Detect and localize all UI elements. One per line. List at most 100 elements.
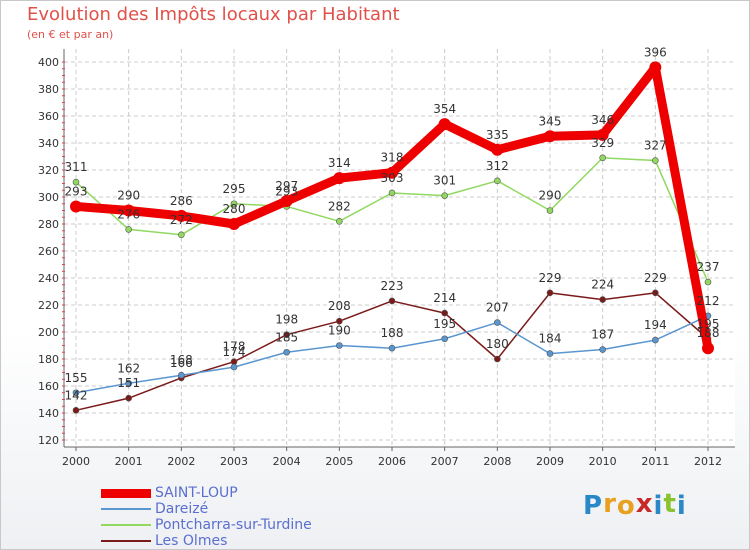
data-point xyxy=(280,195,293,208)
data-point xyxy=(441,335,448,343)
data-label: 142 xyxy=(65,388,88,402)
data-label: 198 xyxy=(275,313,298,327)
data-label: 229 xyxy=(539,271,562,285)
y-tick-label: 220 xyxy=(38,299,59,312)
x-tick-label: 2000 xyxy=(62,455,90,468)
y-tick-label: 160 xyxy=(38,380,59,393)
plot-area xyxy=(64,49,735,447)
data-point xyxy=(125,226,132,233)
x-tick-label: 2003 xyxy=(220,455,248,468)
data-label: 195 xyxy=(433,317,456,331)
data-point xyxy=(333,172,346,185)
data-label: 345 xyxy=(539,114,562,128)
data-label: 311 xyxy=(65,160,88,174)
data-point xyxy=(228,218,240,230)
data-label: 155 xyxy=(65,371,88,385)
data-label: 185 xyxy=(275,330,298,344)
chart-title: Evolution des Impôts locaux par Habitant xyxy=(27,4,400,25)
logo-letter: x xyxy=(635,489,654,519)
legend-swatch xyxy=(101,488,151,498)
data-label: 184 xyxy=(539,332,562,346)
data-label: 208 xyxy=(328,299,351,313)
data-point xyxy=(386,166,398,179)
data-label: 162 xyxy=(117,361,140,375)
data-label: 194 xyxy=(644,318,667,332)
data-point xyxy=(546,207,554,214)
y-tick-label: 140 xyxy=(38,407,59,420)
data-label: 295 xyxy=(223,182,246,196)
x-tick-label: 2004 xyxy=(273,455,301,468)
data-point xyxy=(599,154,606,162)
data-point xyxy=(494,319,501,326)
data-point xyxy=(546,350,554,357)
logo-letter: t xyxy=(663,489,677,519)
data-label: 303 xyxy=(381,171,404,185)
y-tick-label: 400 xyxy=(38,56,59,69)
data-point xyxy=(388,297,396,305)
data-point xyxy=(388,344,396,352)
y-tick-label: 120 xyxy=(38,434,59,447)
y-tick-label: 240 xyxy=(38,272,59,285)
x-tick-label: 2008 xyxy=(483,455,511,468)
data-point xyxy=(72,389,80,397)
data-label: 174 xyxy=(223,345,246,359)
data-point xyxy=(72,178,80,186)
data-label: 293 xyxy=(275,184,298,198)
data-point xyxy=(283,331,290,339)
data-label: 229 xyxy=(644,271,667,285)
data-point xyxy=(336,342,343,349)
data-point xyxy=(652,157,659,164)
data-point xyxy=(178,231,185,239)
data-label: 290 xyxy=(117,189,140,203)
data-label: 312 xyxy=(486,159,509,173)
y-tick-label: 300 xyxy=(38,191,59,204)
data-point xyxy=(175,209,188,222)
data-label: 280 xyxy=(223,202,246,216)
legend-label: Dareizé xyxy=(155,501,209,517)
logo-letter: P xyxy=(583,491,604,521)
data-label: 178 xyxy=(223,340,246,354)
data-point xyxy=(125,394,132,402)
data-point xyxy=(441,192,448,199)
data-label: 318 xyxy=(381,151,404,165)
data-label: 151 xyxy=(117,376,140,390)
data-label: 223 xyxy=(381,279,404,293)
data-point xyxy=(596,128,609,141)
y-tick-label: 200 xyxy=(38,326,59,339)
data-point xyxy=(283,348,290,356)
data-label: 166 xyxy=(170,356,193,370)
legend-swatch xyxy=(101,540,151,542)
data-point xyxy=(546,289,554,297)
data-label: 237 xyxy=(697,260,720,274)
data-point xyxy=(388,189,396,197)
data-point xyxy=(491,143,504,156)
data-point xyxy=(72,406,80,414)
legend-label: SAINT-LOUP xyxy=(155,485,238,501)
data-label: 214 xyxy=(433,291,456,305)
x-tick-label: 2002 xyxy=(167,455,195,468)
data-label: 188 xyxy=(381,326,404,340)
data-label: 335 xyxy=(486,128,509,142)
x-tick-label: 2005 xyxy=(325,455,353,468)
y-tick-label: 360 xyxy=(38,110,59,123)
data-label: 190 xyxy=(328,324,351,338)
data-point xyxy=(704,278,712,286)
data-point xyxy=(652,336,659,344)
data-label: 195 xyxy=(697,317,720,331)
y-tick-label: 340 xyxy=(38,137,59,150)
data-point xyxy=(494,177,501,185)
data-label: 301 xyxy=(433,174,456,188)
data-label: 293 xyxy=(65,184,88,198)
x-tick-label: 2011 xyxy=(641,455,669,468)
data-point xyxy=(336,317,343,325)
data-label: 290 xyxy=(539,189,562,203)
y-tick-label: 180 xyxy=(38,353,59,366)
logo-letter: o xyxy=(616,491,636,521)
data-label: 354 xyxy=(433,102,456,116)
data-point xyxy=(599,346,606,353)
data-label: 188 xyxy=(697,326,720,340)
data-label: 212 xyxy=(697,294,720,308)
data-point xyxy=(441,309,448,317)
data-label: 329 xyxy=(591,136,614,150)
